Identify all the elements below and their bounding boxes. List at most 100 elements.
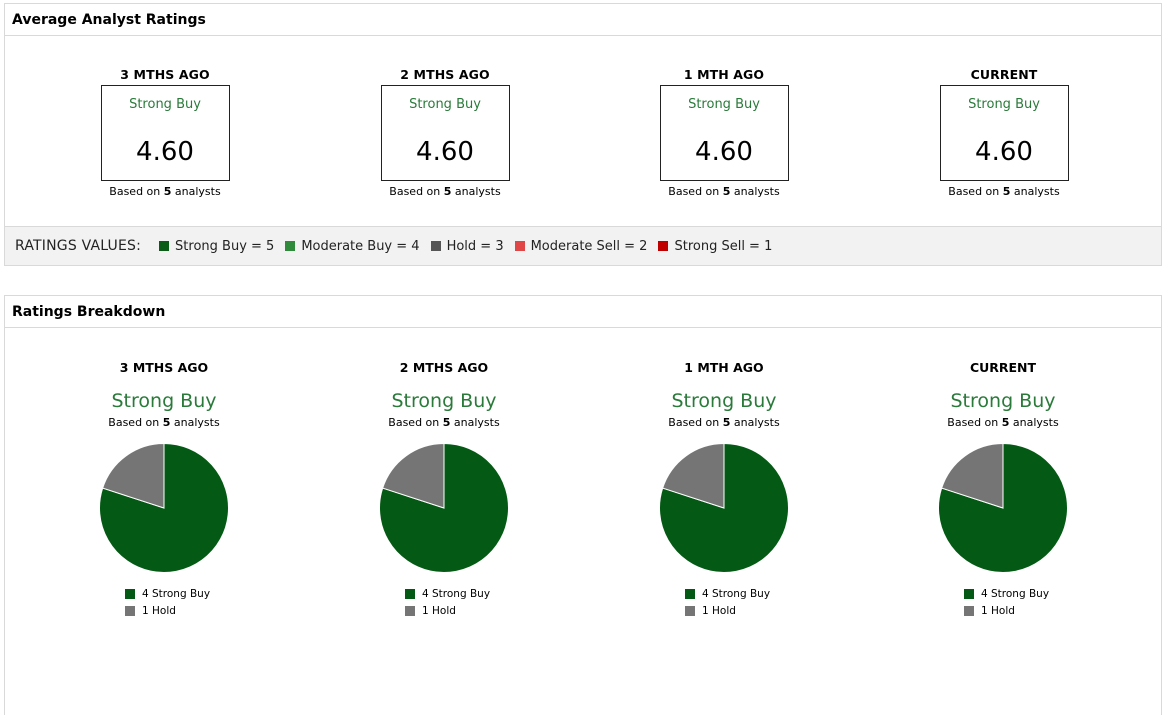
analyst-count: 5: [443, 185, 452, 198]
swatch-icon: [125, 605, 135, 616]
panel-title: Average Analyst Ratings: [5, 4, 1161, 36]
column-title: 1 MTH AGO: [683, 67, 765, 82]
pie-legend-label: 4 Strong Buy: [142, 587, 211, 600]
column-title: 3 MTHS AGO: [119, 360, 209, 375]
rating-column-1-month: 1 MTH AGO Strong Buy 4.60 Based on 5 ana…: [624, 67, 824, 198]
rating-label: Strong Buy: [111, 390, 217, 412]
pie-slice-strong-buy: [99, 443, 229, 573]
column-title: 2 MTHS AGO: [400, 67, 490, 82]
rating-label: Strong Buy: [688, 97, 760, 112]
rating-label: Strong Buy: [950, 390, 1056, 412]
pie-slice-strong-buy: [659, 443, 789, 573]
analyst-count: 5: [162, 416, 171, 429]
pie-slice-hold: [941, 443, 1004, 509]
column-title: 2 MTHS AGO: [399, 360, 489, 375]
ratings-pie-chart: [938, 443, 1068, 573]
column-title: 3 MTHS AGO: [120, 67, 210, 82]
swatch-icon: [658, 241, 669, 251]
pie-legend: 4 Strong Buy 1 Hold: [624, 585, 824, 619]
rating-box: Strong Buy 4.60: [939, 85, 1069, 181]
analyst-count: 5: [1002, 185, 1011, 198]
ratings-breakdown-panel: Ratings Breakdown 3 MTHS AGO Strong Buy Ba…: [4, 295, 1162, 715]
legend-item-strong-buy: Strong Buy = 5: [159, 239, 274, 254]
swatch-icon: [125, 588, 135, 599]
breakdown-column-current: CURRENT Strong Buy Based on 5 analysts 4 St…: [903, 360, 1103, 619]
swatch-icon: [685, 605, 695, 616]
pie-slice-strong-buy: [379, 443, 509, 573]
pie-legend-item-strong-buy: 4 Strong Buy: [964, 585, 1103, 602]
legend-item-moderate-sell: Moderate Sell = 2: [514, 239, 647, 254]
legend-item-hold: Hold = 3: [430, 239, 504, 254]
pie-legend-item-strong-buy: 4 Strong Buy: [685, 585, 824, 602]
based-on-text: Based on 5 analysts: [389, 185, 501, 198]
pie-slice-hold: [382, 443, 445, 509]
ratings-pie-chart: [99, 443, 229, 573]
pie-legend: 4 Strong Buy 1 Hold: [344, 585, 544, 619]
swatch-icon: [405, 588, 415, 599]
pie-legend-label: 1 Hold: [702, 604, 736, 617]
based-on-text: Based on 5 analysts: [108, 416, 220, 429]
rating-label: Strong Buy: [391, 390, 497, 412]
pie-slice-strong-buy: [938, 443, 1068, 573]
rating-box: Strong Buy 4.60: [659, 85, 789, 181]
based-on-text: Based on 5 analysts: [388, 416, 500, 429]
pie-legend-item-hold: 1 Hold: [685, 602, 824, 619]
based-on-text: Based on 5 analysts: [668, 416, 780, 429]
ratings-pie-chart: [379, 443, 509, 573]
pie-legend-item-hold: 1 Hold: [125, 602, 264, 619]
analyst-count: 5: [1001, 416, 1010, 429]
pie-legend-item-hold: 1 Hold: [964, 602, 1103, 619]
column-title: CURRENT: [970, 67, 1038, 82]
legend-title: RATINGS VALUES:: [15, 238, 142, 254]
based-on-text: Based on 5 analysts: [668, 185, 780, 198]
rating-box: Strong Buy 4.60: [100, 85, 230, 181]
pie-legend-label: 1 Hold: [981, 604, 1015, 617]
analyst-count: 5: [722, 185, 731, 198]
rating-column-current: CURRENT Strong Buy 4.60 Based on 5 analy…: [904, 67, 1104, 198]
pie-legend-label: 4 Strong Buy: [702, 587, 771, 600]
based-on-text: Based on 5 analysts: [109, 185, 221, 198]
pie-legend-label: 1 Hold: [142, 604, 176, 617]
rating-box: Strong Buy 4.60: [380, 85, 510, 181]
pie-slice-hold: [102, 443, 165, 509]
swatch-icon: [405, 605, 415, 616]
breakdown-column-1-month: 1 MTH AGO Strong Buy Based on 5 analysts 4 …: [624, 360, 824, 619]
swatch-icon: [685, 588, 695, 599]
rating-label: Strong Buy: [129, 97, 201, 112]
rating-label: Strong Buy: [968, 97, 1040, 112]
based-on-text: Based on 5 analysts: [947, 416, 1059, 429]
swatch-icon: [964, 605, 974, 616]
breakdown-column-2-months: 2 MTHS AGO Strong Buy Based on 5 analysts 4…: [344, 360, 544, 619]
pie-legend: 4 Strong Buy 1 Hold: [903, 585, 1103, 619]
swatch-icon: [964, 588, 974, 599]
pie-legend-item-strong-buy: 4 Strong Buy: [405, 585, 544, 602]
average-ratings-panel: Average Analyst Ratings 3 MTHS AGO Stron…: [4, 3, 1162, 266]
swatch-icon: [430, 241, 441, 251]
pie-legend-label: 4 Strong Buy: [981, 587, 1050, 600]
pie-slice-hold: [662, 443, 725, 509]
breakdown-column-3-months: 3 MTHS AGO Strong Buy Based on 5 analysts 4…: [64, 360, 264, 619]
based-on-text: Based on 5 analysts: [948, 185, 1060, 198]
pie-legend-item-hold: 1 Hold: [405, 602, 544, 619]
rating-label: Strong Buy: [671, 390, 777, 412]
legend-item-strong-sell: Strong Sell = 1: [658, 239, 772, 254]
rating-value: 4.60: [416, 137, 474, 167]
analyst-count: 5: [163, 185, 172, 198]
panel-title: Ratings Breakdown: [5, 296, 1161, 328]
pie-legend: 4 Strong Buy 1 Hold: [64, 585, 264, 619]
column-title: 1 MTH AGO: [684, 360, 764, 375]
rating-label: Strong Buy: [409, 97, 481, 112]
rating-column-2-months: 2 MTHS AGO Strong Buy 4.60 Based on 5 an…: [345, 67, 545, 198]
pie-legend-label: 1 Hold: [422, 604, 456, 617]
ratings-pie-chart: [659, 443, 789, 573]
legend-item-moderate-buy: Moderate Buy = 4: [285, 239, 420, 254]
rating-value: 4.60: [975, 137, 1033, 167]
swatch-icon: [514, 241, 525, 251]
pie-legend-item-strong-buy: 4 Strong Buy: [125, 585, 264, 602]
ratings-values-legend: RATINGS VALUES: Strong Buy = 5 Moderate …: [5, 226, 1161, 265]
rating-column-3-months: 3 MTHS AGO Strong Buy 4.60 Based on 5 an…: [65, 67, 265, 198]
rating-value: 4.60: [695, 137, 753, 167]
column-title: CURRENT: [969, 360, 1037, 375]
pie-legend-label: 4 Strong Buy: [422, 587, 491, 600]
swatch-icon: [159, 241, 170, 251]
